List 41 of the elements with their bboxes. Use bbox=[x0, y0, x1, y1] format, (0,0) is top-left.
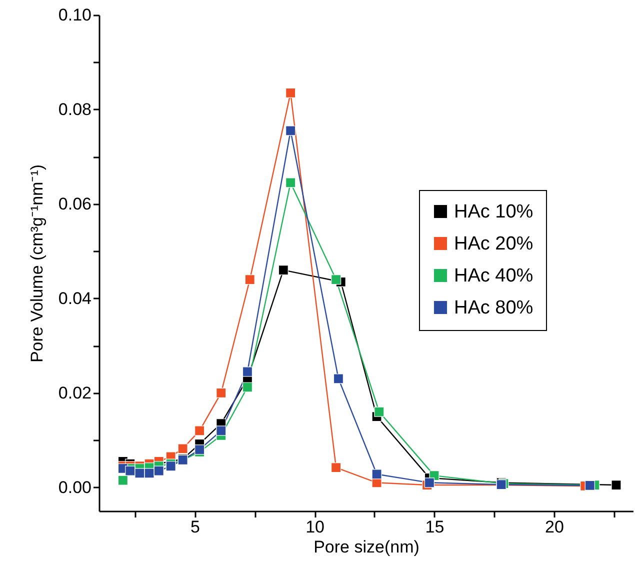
point bbox=[244, 274, 255, 285]
x-tick-label: 15 bbox=[425, 518, 444, 536]
point bbox=[584, 480, 595, 491]
legend-label: HAc 40% bbox=[454, 266, 534, 286]
point bbox=[424, 478, 434, 488]
y-tick-label: 0.10 bbox=[58, 6, 92, 24]
legend-label: HAc 80% bbox=[454, 298, 534, 318]
y-axis-title: Pore Volume (cm³g⁻¹nm⁻¹) bbox=[27, 164, 46, 363]
point bbox=[144, 468, 154, 478]
point bbox=[125, 466, 136, 476]
point bbox=[611, 480, 622, 490]
point bbox=[286, 126, 296, 136]
y-tick-label: 0.02 bbox=[58, 383, 92, 402]
point bbox=[242, 382, 253, 392]
point bbox=[286, 178, 296, 188]
x-tick-label: 10 bbox=[306, 518, 324, 536]
point bbox=[372, 469, 382, 480]
x-axis-title: Pore size(nm) bbox=[314, 538, 420, 556]
y-tick-label: 0.06 bbox=[58, 194, 92, 214]
y-tick-label: 0.08 bbox=[58, 100, 92, 119]
point bbox=[374, 406, 384, 417]
point bbox=[178, 444, 188, 454]
point bbox=[216, 426, 226, 436]
point bbox=[216, 388, 226, 398]
point bbox=[154, 466, 164, 476]
point bbox=[134, 468, 145, 478]
point bbox=[331, 462, 342, 473]
point bbox=[118, 475, 128, 486]
point bbox=[278, 265, 288, 276]
point bbox=[166, 461, 176, 472]
point bbox=[242, 366, 253, 377]
x-tick-label: 5 bbox=[190, 518, 200, 536]
point bbox=[333, 374, 344, 384]
legend-label: HAc 20% bbox=[454, 234, 534, 254]
point bbox=[331, 274, 342, 285]
point bbox=[194, 426, 205, 436]
x-tick-label: 20 bbox=[545, 518, 564, 536]
y-tick-label: 0.00 bbox=[58, 478, 92, 497]
legend-label: HAc 10% bbox=[454, 202, 534, 222]
point bbox=[286, 88, 296, 98]
y-tick-label: 0.04 bbox=[58, 288, 92, 308]
